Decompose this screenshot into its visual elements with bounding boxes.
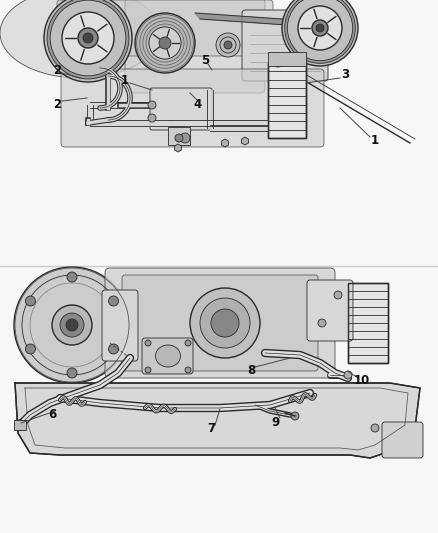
FancyBboxPatch shape [61,69,324,147]
Circle shape [291,412,299,420]
Bar [268,63,306,138]
Circle shape [159,37,171,49]
FancyBboxPatch shape [105,268,335,378]
Circle shape [62,12,114,64]
Text: 2: 2 [53,98,61,110]
Polygon shape [195,13,345,29]
Text: 4: 4 [194,99,202,111]
Circle shape [211,309,239,337]
FancyBboxPatch shape [57,0,273,56]
Circle shape [200,298,250,348]
Circle shape [83,33,93,43]
Circle shape [316,24,324,32]
Circle shape [145,367,151,373]
Circle shape [224,41,232,49]
Ellipse shape [155,345,180,367]
Polygon shape [210,125,268,131]
Circle shape [50,0,126,76]
Circle shape [185,340,191,346]
Bar [348,283,388,363]
Bar [0,0,438,266]
Circle shape [149,27,181,59]
Text: 5: 5 [201,54,209,68]
Bar [268,63,306,138]
Circle shape [282,0,358,66]
Circle shape [25,344,35,354]
Circle shape [216,33,240,57]
Circle shape [285,0,355,63]
Circle shape [47,0,129,79]
Circle shape [312,20,328,36]
Bar [348,283,388,363]
FancyBboxPatch shape [382,422,423,458]
Text: 10: 10 [354,375,370,387]
Bar [14,420,26,430]
Circle shape [371,424,379,432]
Circle shape [298,6,342,50]
Polygon shape [207,90,213,128]
Circle shape [185,367,191,373]
Circle shape [14,267,130,383]
Polygon shape [90,102,152,108]
Circle shape [60,313,84,337]
Polygon shape [90,120,268,126]
Text: 6: 6 [48,408,56,422]
Text: 1: 1 [371,134,379,148]
FancyBboxPatch shape [125,0,265,93]
FancyBboxPatch shape [242,10,328,81]
Ellipse shape [0,0,160,78]
Circle shape [180,133,190,143]
Circle shape [66,319,78,331]
Circle shape [109,296,119,306]
Circle shape [148,101,156,109]
Circle shape [44,0,132,82]
FancyBboxPatch shape [102,290,138,361]
Bar [168,127,190,145]
FancyBboxPatch shape [307,280,353,341]
Bar [0,266,438,533]
Circle shape [190,288,260,358]
Circle shape [67,368,77,378]
Text: 9: 9 [272,416,280,429]
Text: 8: 8 [247,364,255,376]
Polygon shape [87,105,93,123]
Circle shape [78,28,98,48]
Text: 2: 2 [53,63,61,77]
Circle shape [291,54,301,64]
Circle shape [52,305,92,345]
Circle shape [109,344,119,354]
Circle shape [334,291,342,299]
Text: 1: 1 [121,74,129,86]
Circle shape [175,134,183,142]
Circle shape [67,272,77,282]
FancyBboxPatch shape [122,275,318,371]
Circle shape [287,0,353,61]
Circle shape [25,296,35,306]
Circle shape [15,420,25,430]
Circle shape [135,13,195,73]
Text: 7: 7 [207,422,215,434]
Text: 3: 3 [341,69,349,82]
Bar [268,52,306,66]
Circle shape [344,371,352,379]
Circle shape [272,55,284,67]
Circle shape [318,319,326,327]
Circle shape [145,340,151,346]
FancyBboxPatch shape [150,88,212,130]
FancyBboxPatch shape [142,338,193,374]
Polygon shape [15,383,420,458]
Circle shape [148,114,156,122]
